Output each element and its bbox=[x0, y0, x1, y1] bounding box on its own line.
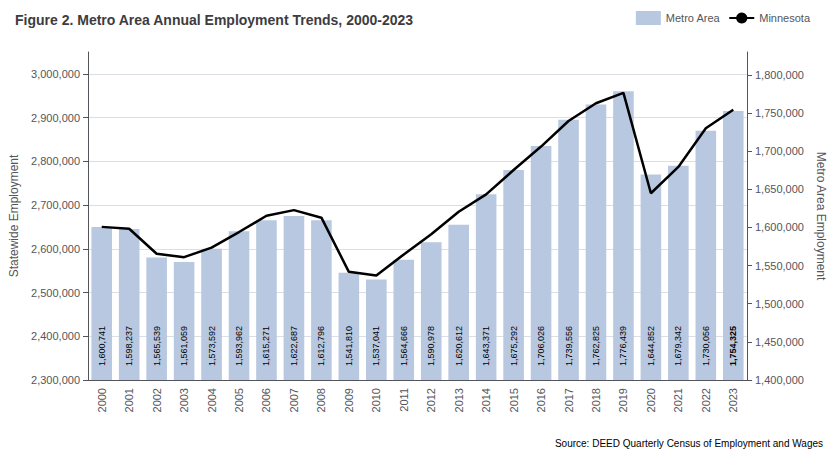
svg-text:Metro Area Employment: Metro Area Employment bbox=[814, 152, 828, 281]
svg-text:2011: 2011 bbox=[398, 388, 410, 412]
svg-text:2023: 2023 bbox=[727, 388, 739, 412]
svg-text:1,615,271: 1,615,271 bbox=[261, 326, 271, 366]
svg-text:1,730,056: 1,730,056 bbox=[701, 326, 711, 366]
svg-text:1,762,825: 1,762,825 bbox=[591, 326, 601, 366]
svg-text:2,400,000: 2,400,000 bbox=[31, 330, 80, 342]
svg-text:1,754,325: 1,754,325 bbox=[728, 326, 738, 366]
svg-text:1,600,741: 1,600,741 bbox=[97, 326, 107, 366]
svg-text:1,675,292: 1,675,292 bbox=[509, 326, 519, 366]
svg-text:2005: 2005 bbox=[233, 388, 245, 412]
svg-text:2000: 2000 bbox=[96, 388, 108, 412]
svg-text:1,500,000: 1,500,000 bbox=[755, 298, 804, 310]
svg-text:1,593,962: 1,593,962 bbox=[234, 326, 244, 366]
svg-text:1,679,342: 1,679,342 bbox=[673, 326, 683, 366]
svg-text:1,564,666: 1,564,666 bbox=[399, 326, 409, 366]
svg-text:Source: DEED Quarterly Census: Source: DEED Quarterly Census of Employm… bbox=[555, 438, 823, 449]
svg-text:Figure 2. Metro Area Annual Em: Figure 2. Metro Area Annual Employment T… bbox=[15, 12, 413, 28]
svg-text:2012: 2012 bbox=[425, 388, 437, 412]
svg-text:2007: 2007 bbox=[288, 388, 300, 412]
svg-text:1,706,026: 1,706,026 bbox=[536, 326, 546, 366]
svg-text:2021: 2021 bbox=[672, 388, 684, 412]
svg-text:2022: 2022 bbox=[700, 388, 712, 412]
svg-text:2006: 2006 bbox=[260, 388, 272, 412]
svg-text:2017: 2017 bbox=[563, 388, 575, 412]
svg-text:2003: 2003 bbox=[178, 388, 190, 412]
svg-text:1,400,000: 1,400,000 bbox=[755, 374, 804, 386]
svg-text:1,600,000: 1,600,000 bbox=[755, 221, 804, 233]
svg-text:2,300,000: 2,300,000 bbox=[31, 374, 80, 386]
svg-text:2,700,000: 2,700,000 bbox=[31, 199, 80, 211]
svg-text:2008: 2008 bbox=[315, 388, 327, 412]
svg-text:1,650,000: 1,650,000 bbox=[755, 183, 804, 195]
svg-text:2,600,000: 2,600,000 bbox=[31, 243, 80, 255]
svg-text:1,541,810: 1,541,810 bbox=[344, 326, 354, 366]
svg-text:2015: 2015 bbox=[508, 388, 520, 412]
svg-text:1,590,978: 1,590,978 bbox=[426, 326, 436, 366]
svg-text:1,739,556: 1,739,556 bbox=[564, 326, 574, 366]
svg-text:1,598,237: 1,598,237 bbox=[124, 326, 134, 366]
svg-text:2020: 2020 bbox=[645, 388, 657, 412]
svg-text:1,450,000: 1,450,000 bbox=[755, 336, 804, 348]
svg-text:Metro Area: Metro Area bbox=[666, 12, 721, 24]
svg-text:1,612,796: 1,612,796 bbox=[316, 326, 326, 366]
svg-text:Minnesota: Minnesota bbox=[759, 12, 811, 24]
svg-text:1,550,000: 1,550,000 bbox=[755, 260, 804, 272]
svg-text:2,800,000: 2,800,000 bbox=[31, 155, 80, 167]
svg-text:2013: 2013 bbox=[453, 388, 465, 412]
svg-text:1,750,000: 1,750,000 bbox=[755, 107, 804, 119]
svg-text:3,000,000: 3,000,000 bbox=[31, 68, 80, 80]
svg-text:1,620,612: 1,620,612 bbox=[454, 326, 464, 366]
svg-text:2016: 2016 bbox=[535, 388, 547, 412]
svg-text:1,537,041: 1,537,041 bbox=[371, 326, 381, 366]
svg-text:1,776,439: 1,776,439 bbox=[618, 326, 628, 366]
svg-text:2001: 2001 bbox=[123, 388, 135, 412]
svg-text:2004: 2004 bbox=[206, 388, 218, 412]
svg-text:2010: 2010 bbox=[370, 388, 382, 412]
svg-text:1,700,000: 1,700,000 bbox=[755, 145, 804, 157]
svg-text:2019: 2019 bbox=[617, 388, 629, 412]
svg-text:2,900,000: 2,900,000 bbox=[31, 112, 80, 124]
svg-text:1,643,371: 1,643,371 bbox=[481, 326, 491, 366]
svg-text:1,573,592: 1,573,592 bbox=[207, 326, 217, 366]
svg-text:1,561,059: 1,561,059 bbox=[179, 326, 189, 366]
svg-text:2002: 2002 bbox=[151, 388, 163, 412]
svg-text:2014: 2014 bbox=[480, 388, 492, 412]
svg-text:1,800,000: 1,800,000 bbox=[755, 69, 804, 81]
svg-text:1,622,687: 1,622,687 bbox=[289, 326, 299, 366]
svg-text:2009: 2009 bbox=[343, 388, 355, 412]
svg-text:1,565,539: 1,565,539 bbox=[152, 326, 162, 366]
svg-text:2018: 2018 bbox=[590, 388, 602, 412]
svg-text:1,644,852: 1,644,852 bbox=[646, 326, 656, 366]
svg-text:2,500,000: 2,500,000 bbox=[31, 287, 80, 299]
svg-text:Statewide Employment: Statewide Employment bbox=[7, 154, 21, 277]
